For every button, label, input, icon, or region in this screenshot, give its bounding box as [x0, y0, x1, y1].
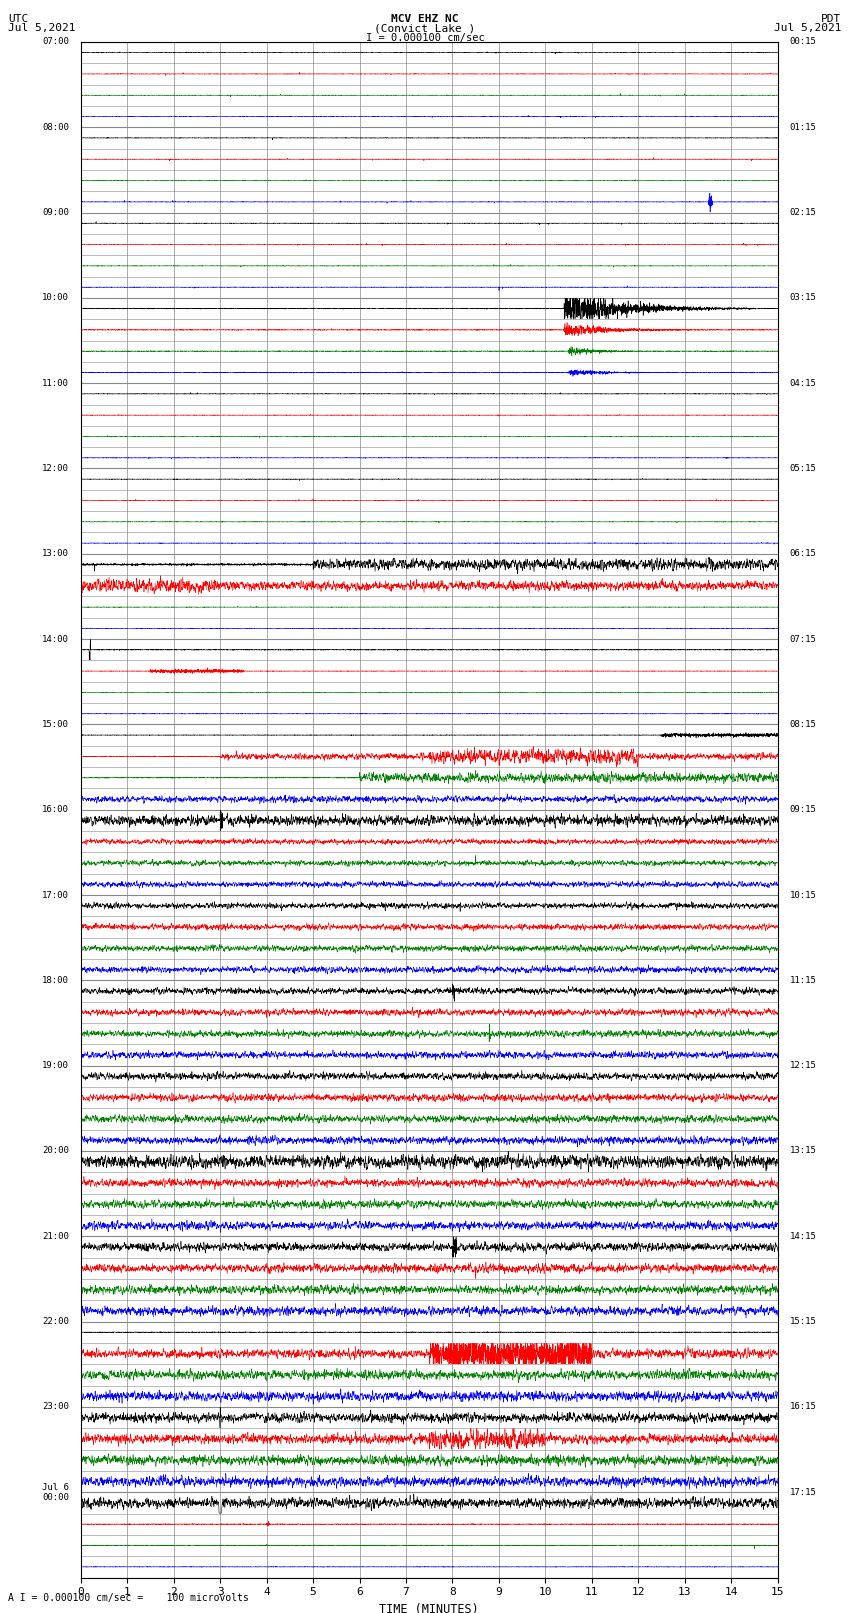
Text: 12:15: 12:15 [790, 1061, 816, 1069]
Text: 07:00: 07:00 [42, 37, 69, 47]
Text: 09:00: 09:00 [42, 208, 69, 218]
Text: 07:15: 07:15 [790, 634, 816, 644]
Text: I = 0.000100 cm/sec: I = 0.000100 cm/sec [366, 32, 484, 44]
Text: 23:00: 23:00 [42, 1402, 69, 1411]
Text: 06:15: 06:15 [790, 550, 816, 558]
Text: 11:15: 11:15 [790, 976, 816, 986]
Text: 10:15: 10:15 [790, 890, 816, 900]
Text: 09:15: 09:15 [790, 805, 816, 815]
Text: 01:15: 01:15 [790, 123, 816, 132]
Text: 13:15: 13:15 [790, 1147, 816, 1155]
Text: 17:00: 17:00 [42, 890, 69, 900]
Text: 20:00: 20:00 [42, 1147, 69, 1155]
Text: 10:00: 10:00 [42, 294, 69, 302]
Text: 14:00: 14:00 [42, 634, 69, 644]
X-axis label: TIME (MINUTES): TIME (MINUTES) [379, 1603, 479, 1613]
Text: 02:15: 02:15 [790, 208, 816, 218]
Text: 08:00: 08:00 [42, 123, 69, 132]
Text: PDT: PDT [821, 13, 842, 24]
Text: 22:00: 22:00 [42, 1318, 69, 1326]
Text: 12:00: 12:00 [42, 465, 69, 473]
Text: 03:15: 03:15 [790, 294, 816, 302]
Text: A I = 0.000100 cm/sec =    100 microvolts: A I = 0.000100 cm/sec = 100 microvolts [8, 1594, 249, 1603]
Text: 15:00: 15:00 [42, 719, 69, 729]
Text: 17:15: 17:15 [790, 1487, 816, 1497]
Text: 04:15: 04:15 [790, 379, 816, 387]
Text: 05:15: 05:15 [790, 465, 816, 473]
Text: 21:00: 21:00 [42, 1232, 69, 1240]
Text: UTC: UTC [8, 13, 29, 24]
Text: 14:15: 14:15 [790, 1232, 816, 1240]
Text: 16:15: 16:15 [790, 1402, 816, 1411]
Text: 13:00: 13:00 [42, 550, 69, 558]
Text: 19:00: 19:00 [42, 1061, 69, 1069]
Text: Jul 6
00:00: Jul 6 00:00 [42, 1482, 69, 1502]
Text: Jul 5,2021: Jul 5,2021 [774, 24, 842, 34]
Text: 11:00: 11:00 [42, 379, 69, 387]
Text: Jul 5,2021: Jul 5,2021 [8, 24, 76, 34]
Text: 16:00: 16:00 [42, 805, 69, 815]
Text: 08:15: 08:15 [790, 719, 816, 729]
Text: 18:00: 18:00 [42, 976, 69, 986]
Text: MCV EHZ NC: MCV EHZ NC [391, 13, 459, 24]
Text: 15:15: 15:15 [790, 1318, 816, 1326]
Text: 00:15: 00:15 [790, 37, 816, 47]
Text: (Convict Lake ): (Convict Lake ) [374, 24, 476, 34]
